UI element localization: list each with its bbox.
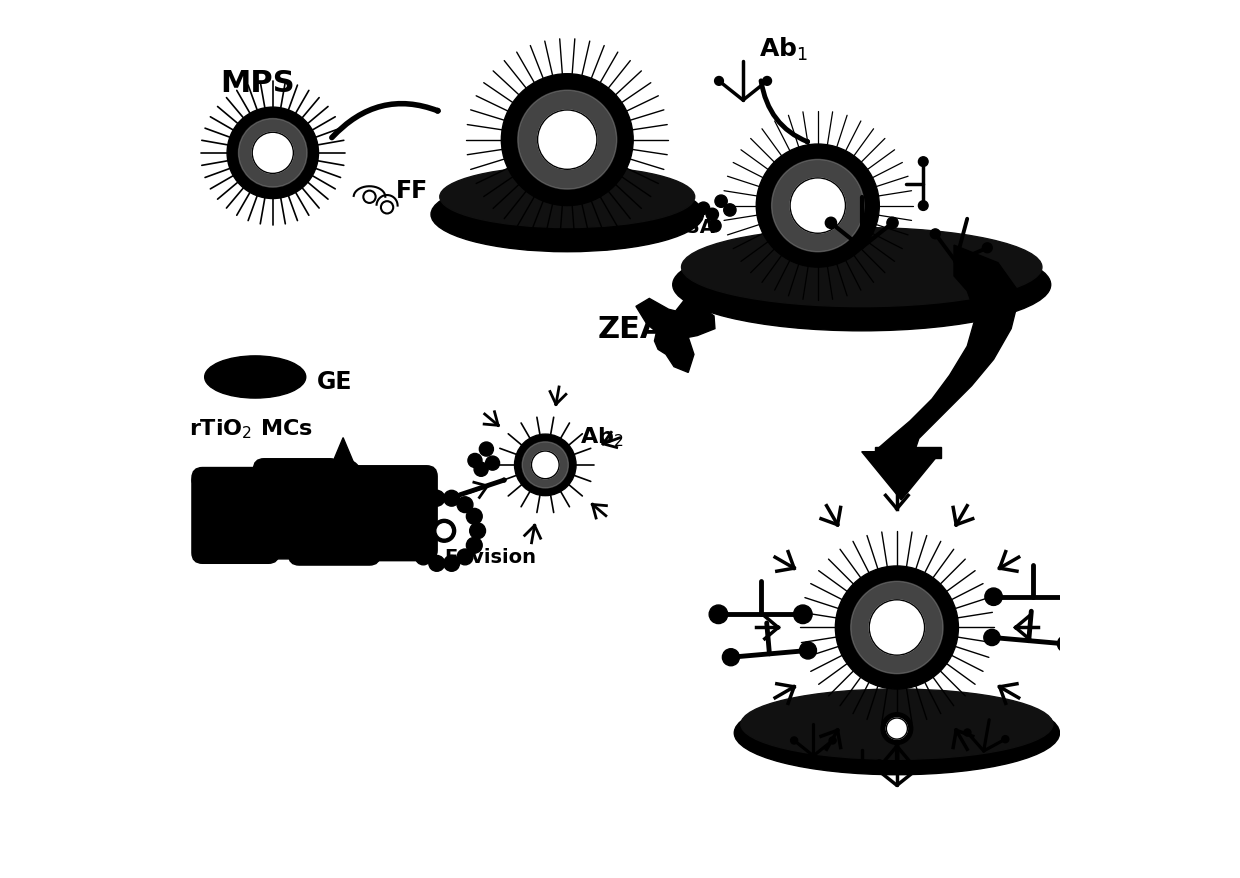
- Text: cysteamine: cysteamine: [190, 473, 280, 494]
- Circle shape: [714, 77, 723, 86]
- Circle shape: [919, 201, 928, 212]
- Circle shape: [470, 523, 486, 539]
- Circle shape: [415, 550, 432, 565]
- Circle shape: [709, 220, 722, 233]
- Polygon shape: [636, 299, 715, 373]
- Text: Envision: Envision: [444, 547, 536, 566]
- FancyBboxPatch shape: [289, 471, 379, 565]
- Circle shape: [227, 108, 319, 199]
- Circle shape: [826, 218, 837, 229]
- Circle shape: [709, 605, 728, 624]
- Text: BSA: BSA: [671, 218, 714, 237]
- Circle shape: [429, 556, 445, 572]
- Circle shape: [458, 550, 472, 565]
- Polygon shape: [862, 452, 941, 500]
- Circle shape: [763, 77, 771, 86]
- Circle shape: [474, 463, 489, 477]
- Circle shape: [771, 160, 864, 253]
- Circle shape: [1064, 588, 1081, 606]
- Text: Ab$_2$: Ab$_2$: [580, 426, 624, 449]
- Circle shape: [238, 119, 308, 188]
- Circle shape: [963, 729, 971, 736]
- Text: ZEA: ZEA: [598, 315, 665, 344]
- Circle shape: [875, 760, 883, 767]
- Circle shape: [403, 523, 419, 539]
- Circle shape: [438, 524, 451, 538]
- Circle shape: [887, 218, 898, 229]
- Circle shape: [914, 765, 921, 773]
- Circle shape: [429, 491, 445, 507]
- Circle shape: [515, 435, 577, 496]
- Circle shape: [486, 457, 500, 471]
- Circle shape: [433, 520, 455, 543]
- Circle shape: [836, 566, 959, 689]
- Circle shape: [480, 443, 494, 457]
- Circle shape: [985, 588, 1002, 606]
- Text: rTiO$_2$ MCs: rTiO$_2$ MCs: [190, 417, 314, 440]
- Circle shape: [697, 203, 709, 215]
- Circle shape: [800, 642, 816, 659]
- Circle shape: [706, 209, 718, 221]
- Text: FF: FF: [396, 178, 428, 203]
- Circle shape: [723, 649, 739, 666]
- Ellipse shape: [205, 356, 306, 399]
- FancyBboxPatch shape: [192, 468, 279, 564]
- Polygon shape: [875, 246, 1021, 458]
- Circle shape: [887, 718, 908, 739]
- Circle shape: [872, 765, 879, 773]
- Circle shape: [415, 497, 432, 513]
- Circle shape: [518, 91, 616, 190]
- Circle shape: [522, 443, 568, 488]
- Ellipse shape: [740, 689, 1053, 759]
- Polygon shape: [875, 448, 941, 458]
- Circle shape: [467, 454, 482, 468]
- Circle shape: [444, 556, 460, 572]
- Text: MPS: MPS: [219, 69, 295, 98]
- Circle shape: [790, 179, 846, 234]
- Circle shape: [538, 111, 596, 170]
- Circle shape: [501, 75, 634, 206]
- Circle shape: [930, 230, 940, 240]
- Circle shape: [882, 713, 913, 745]
- Circle shape: [869, 601, 925, 655]
- Circle shape: [444, 491, 460, 507]
- FancyBboxPatch shape: [346, 466, 438, 561]
- Circle shape: [756, 145, 879, 268]
- Text: GE: GE: [316, 370, 352, 394]
- Polygon shape: [331, 438, 355, 465]
- Circle shape: [1002, 736, 1009, 743]
- Text: Ab$_1$: Ab$_1$: [759, 36, 808, 63]
- Circle shape: [532, 451, 559, 479]
- Circle shape: [982, 243, 992, 254]
- Circle shape: [466, 509, 482, 525]
- Circle shape: [791, 738, 797, 745]
- Circle shape: [851, 581, 944, 674]
- FancyBboxPatch shape: [253, 459, 341, 559]
- Ellipse shape: [432, 178, 703, 253]
- Circle shape: [1058, 636, 1074, 652]
- Circle shape: [715, 196, 727, 208]
- Circle shape: [724, 205, 737, 217]
- Circle shape: [466, 537, 482, 553]
- Ellipse shape: [440, 167, 694, 228]
- Circle shape: [830, 738, 836, 745]
- Circle shape: [458, 497, 472, 513]
- Ellipse shape: [673, 240, 1050, 332]
- Circle shape: [407, 537, 422, 553]
- Circle shape: [324, 459, 362, 498]
- Circle shape: [794, 605, 812, 624]
- Ellipse shape: [734, 692, 1059, 774]
- Circle shape: [841, 760, 848, 767]
- Circle shape: [252, 133, 294, 174]
- Circle shape: [919, 157, 928, 167]
- Circle shape: [407, 509, 422, 525]
- Circle shape: [983, 630, 1001, 646]
- Ellipse shape: [682, 228, 1042, 307]
